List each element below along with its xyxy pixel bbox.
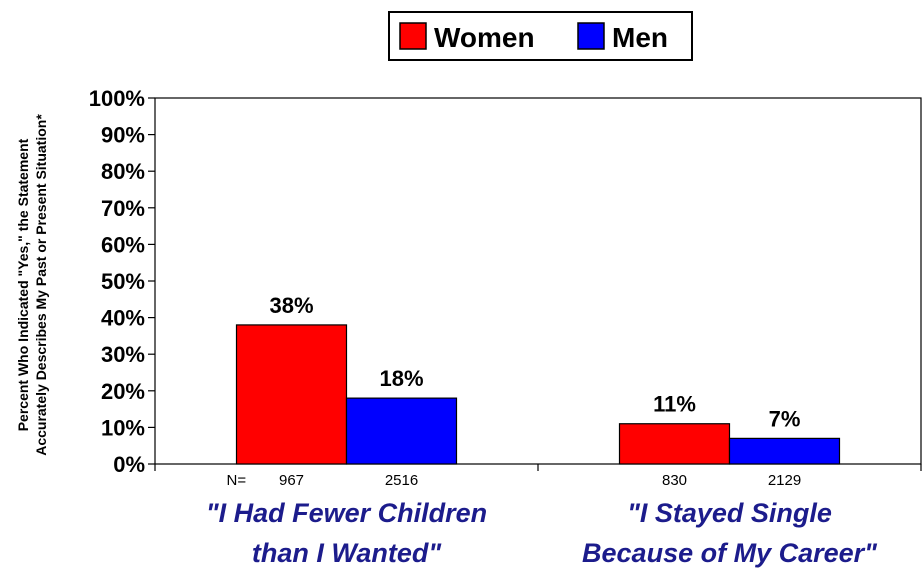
data-labels: 38% 18% 11% 7%: [269, 293, 800, 431]
y-tick-label: 50%: [101, 269, 145, 294]
y-tick-label: 0%: [113, 452, 145, 477]
sample-size-label: 2516: [385, 472, 418, 489]
category-labels: "I Had Fewer Children than I Wanted" "I St…: [206, 498, 878, 568]
y-axis-title-line-1: Percent Who Indicated "Yes," the Stateme…: [15, 138, 31, 431]
bar-men-1: [345, 397, 458, 465]
data-label: 11%: [653, 392, 696, 417]
y-axis-title-line-2: Accurately Describes My Past or Present …: [33, 114, 49, 456]
sample-size-labels: 967 2516 N= 830 2129: [227, 472, 802, 489]
y-tick-label: 30%: [101, 342, 145, 367]
sample-size-label: 2129: [768, 472, 801, 489]
sample-size-label: 830: [662, 472, 687, 489]
y-axis-title: Percent Who Indicated "Yes," the Stateme…: [15, 114, 49, 456]
data-label: 38%: [269, 293, 313, 318]
bars: [235, 324, 841, 465]
category-label: "I Stayed Single: [627, 498, 832, 528]
data-label: 7%: [769, 406, 801, 431]
category-label: "I Had Fewer Children: [206, 498, 487, 528]
data-label: 18%: [379, 366, 423, 391]
legend-swatch-men: [577, 22, 605, 50]
legend-swatch-women: [399, 22, 427, 50]
legend-label-men: Men: [612, 22, 668, 53]
x-axis: [154, 464, 922, 471]
y-tick-label: 60%: [101, 232, 145, 257]
y-tick-label: 70%: [101, 196, 145, 221]
legend: Women Men: [388, 11, 693, 61]
category-label: than I Wanted": [252, 538, 443, 568]
legend-box: [388, 11, 693, 61]
category-label: Because of My Career": [582, 538, 878, 568]
sample-size-label: 967: [279, 472, 304, 489]
y-tick-label: 20%: [101, 379, 145, 404]
y-tick-label: 10%: [101, 415, 145, 440]
y-tick-label: 100%: [89, 86, 145, 111]
bar-women-1: [235, 324, 348, 465]
y-axis: 0% 10% 20% 30% 40% 50% 60% 70% 80% 90% 100%: [89, 86, 155, 477]
bar-women-2: [618, 423, 731, 465]
bar-men-2: [728, 437, 841, 465]
y-tick-label: 80%: [101, 159, 145, 184]
y-tick-label: 40%: [101, 306, 145, 331]
legend-label-women: Women: [434, 22, 535, 53]
sample-size-prefix: N=: [227, 472, 247, 489]
y-tick-label: 90%: [101, 123, 145, 148]
